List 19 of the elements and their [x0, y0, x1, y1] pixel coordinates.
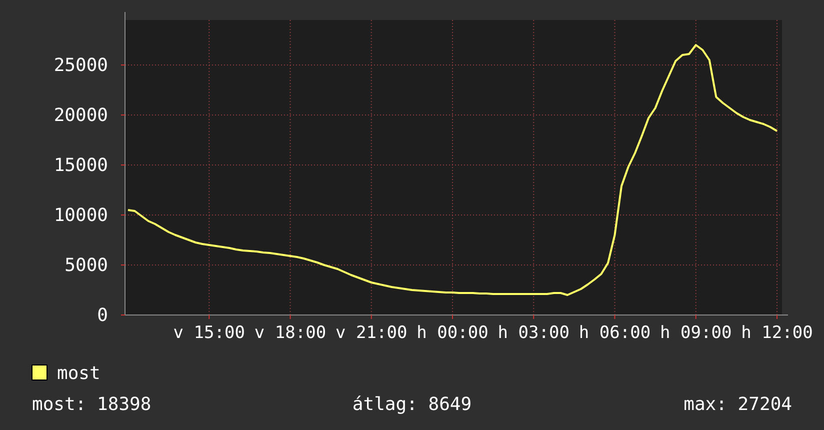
legend-label: most [57, 363, 100, 384]
text: most: 18398 [32, 394, 152, 415]
x-tick-label: v 15:00 [173, 323, 245, 343]
x-tick-label: v 18:00 [254, 323, 326, 343]
y-tick-label: 25000 [54, 55, 108, 76]
x-tick-label: h 00:00 [416, 323, 488, 343]
text: átlag: 8649 [352, 394, 472, 415]
y-tick-label: 10000 [54, 205, 108, 226]
y-tick-label: 0 [97, 305, 108, 326]
x-tick-label: h 12:00 [741, 323, 813, 343]
line-series [127, 44, 778, 296]
y-tick-label: 15000 [54, 155, 108, 176]
x-tick-label: h 03:00 [498, 323, 570, 343]
x-tick-label: h 09:00 [660, 323, 732, 343]
x-tick-label: v 21:00 [336, 323, 408, 343]
text: max: 27204 [684, 394, 792, 415]
y-tick-label: 5000 [64, 255, 108, 276]
x-tick-label: h 06:00 [578, 323, 651, 343]
y-tick-label: 20000 [54, 105, 108, 126]
